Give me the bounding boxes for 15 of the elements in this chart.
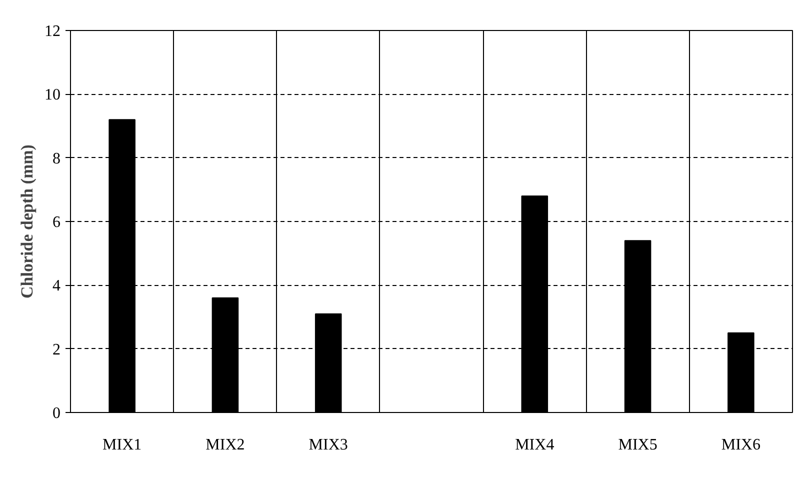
y-tick-label: 4 [52,278,60,295]
x-tick-label: MIX4 [515,436,554,454]
y-tick-label: 6 [52,214,60,231]
y-tick-label: 8 [52,150,60,168]
x-tick-label: MIX3 [308,436,348,454]
y-tick-label: 10 [44,86,60,104]
x-tick-label: MIX5 [618,436,658,454]
y-tick-label: 12 [44,23,60,40]
y-axis-title: Chloride depth (mm) [18,144,36,298]
x-tick-label: MIX2 [206,436,245,454]
y-tick-label: 2 [52,341,60,358]
x-tick-label: MIX6 [721,436,760,454]
bar [728,332,754,412]
y-tick-label: 0 [52,405,60,422]
x-tick-label: MIX1 [102,436,142,454]
